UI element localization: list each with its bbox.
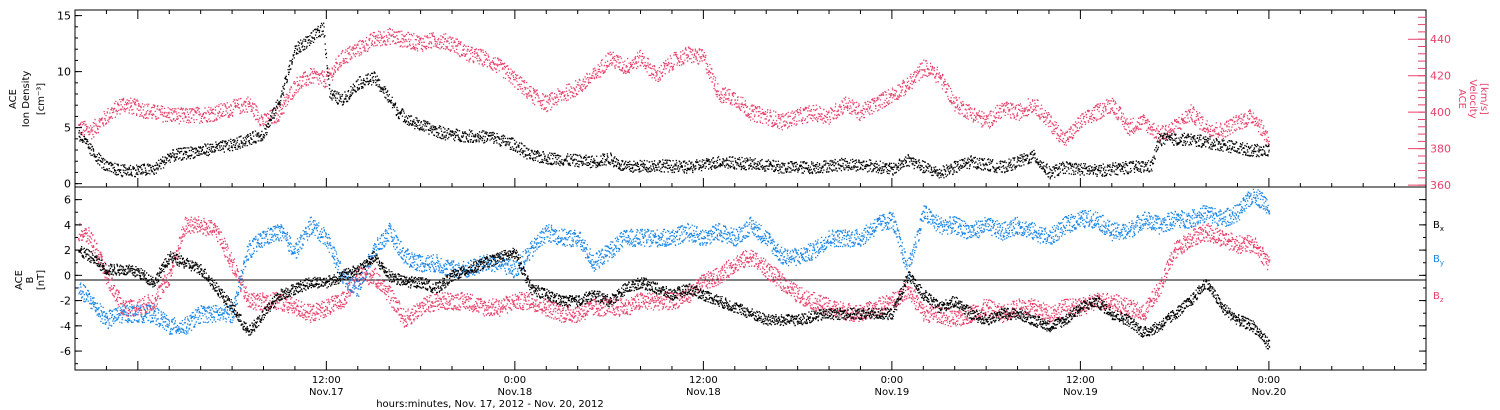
legend-bz: Bz bbox=[1433, 291, 1444, 304]
x-tick-date-label: Nov.17 bbox=[309, 387, 344, 398]
time-x-axis: 12:00Nov.170:00Nov.1812:00Nov.180:00Nov.… bbox=[74, 10, 1427, 398]
bottom-panel: -6 -4 -2 0 2 4 6 ACE B [nT] Bx By Bz bbox=[14, 186, 1444, 371]
x-tick-date-label: Nov.20 bbox=[1252, 387, 1287, 398]
x-tick-time-label: 0:00 bbox=[1258, 375, 1280, 386]
velocity-y-axis: 360 380 400 420 440 bbox=[1408, 16, 1451, 192]
top-right-ylabel-line2: Velocity bbox=[1467, 79, 1478, 118]
bx-point-cloud bbox=[78, 246, 1271, 350]
bottom-ylabel-line2: B bbox=[25, 276, 36, 283]
by-point-cloud bbox=[78, 188, 1271, 335]
bottom-ylabel-line1: ACE bbox=[14, 270, 25, 290]
ion-density-tick-label: 10 bbox=[57, 66, 71, 79]
x-tick-time-label: 12:00 bbox=[312, 375, 341, 386]
x-tick-time-label: 0:00 bbox=[881, 375, 903, 386]
ion-density-y-axis: 0 5 10 15 bbox=[57, 10, 82, 191]
ion-density-tick-label: 5 bbox=[64, 122, 71, 135]
velocity-series bbox=[78, 27, 1270, 146]
ion-density-tick-label: 15 bbox=[57, 10, 71, 23]
b-field-tick-label: 0 bbox=[64, 269, 71, 282]
legend: Bx By Bz bbox=[1433, 220, 1444, 304]
velocity-tick-label: 420 bbox=[1430, 70, 1451, 83]
b-field-y-axis: -6 -4 -2 0 2 4 6 bbox=[60, 194, 82, 365]
velocity-tick-label: 380 bbox=[1430, 143, 1451, 156]
ion-density-tick-label: 0 bbox=[64, 178, 71, 191]
x-tick-date-label: Nov.18 bbox=[686, 387, 721, 398]
bx-series bbox=[78, 246, 1271, 350]
b-field-right-ticks bbox=[1419, 199, 1426, 365]
bz-series bbox=[78, 216, 1271, 328]
legend-bx: Bx bbox=[1433, 220, 1444, 233]
bottom-ylabel-line3: [nT] bbox=[36, 270, 47, 290]
top-right-ylabel-line3: [km/s] bbox=[1478, 83, 1489, 115]
top-right-ylabel-line1: ACE bbox=[1456, 89, 1467, 109]
b-field-tick-label: 6 bbox=[64, 194, 71, 207]
x-axis-label: hours:minutes, Nov. 17, 2012 - Nov. 20, … bbox=[376, 399, 604, 410]
b-field-tick-label: 2 bbox=[64, 244, 71, 257]
b-field-tick-label: 4 bbox=[64, 219, 71, 232]
bottom-panel-frame bbox=[74, 186, 1427, 371]
velocity-tick-label: 360 bbox=[1430, 179, 1451, 192]
velocity-tick-label: 440 bbox=[1430, 33, 1451, 46]
x-tick-time-label: 12:00 bbox=[1066, 375, 1095, 386]
b-field-tick-label: -2 bbox=[60, 295, 71, 308]
legend-by: By bbox=[1433, 254, 1444, 267]
by-series bbox=[78, 188, 1271, 335]
top-left-ylabel-line3: [cm⁻³] bbox=[36, 83, 47, 115]
x-tick-time-label: 12:00 bbox=[689, 375, 718, 386]
x-tick-time-label: 0:00 bbox=[504, 375, 526, 386]
ion-density-series bbox=[78, 22, 1270, 180]
top-left-ylabel-line1: ACE bbox=[8, 89, 19, 109]
b-field-tick-label: -4 bbox=[60, 320, 71, 333]
top-panel: 0 5 10 15 360 380 400 420 440 ACE Ion Density [… bbox=[8, 9, 1489, 192]
ion-density-point-cloud bbox=[78, 22, 1270, 180]
b-field-tick-label: -6 bbox=[60, 345, 71, 358]
x-tick-date-label: Nov.19 bbox=[1063, 387, 1098, 398]
bz-point-cloud bbox=[78, 216, 1271, 328]
x-tick-date-label: Nov.19 bbox=[875, 387, 910, 398]
velocity-tick-label: 400 bbox=[1430, 106, 1451, 119]
x-tick-date-label: Nov.18 bbox=[498, 387, 533, 398]
top-left-ylabel-line2: Ion Density bbox=[21, 71, 32, 128]
velocity-point-cloud bbox=[78, 27, 1270, 146]
